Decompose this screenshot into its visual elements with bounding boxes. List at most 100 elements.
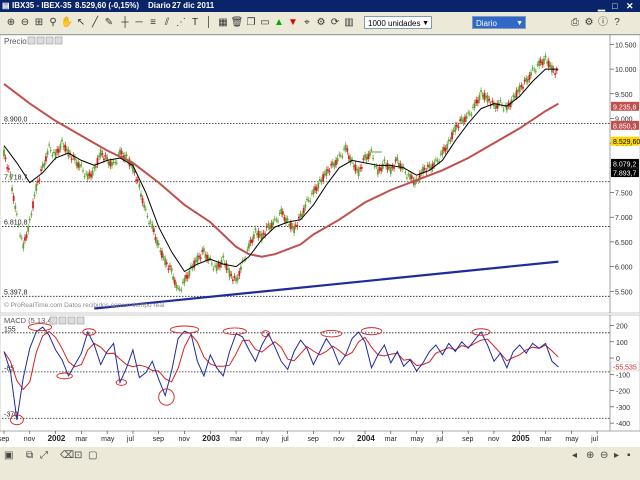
candle-body <box>88 172 91 176</box>
candle-body <box>349 157 352 163</box>
text-icon[interactable]: T <box>191 17 199 28</box>
hline-icon[interactable]: ─ <box>135 17 143 28</box>
bottom-toolbar-icon[interactable]: ▪ <box>627 450 631 461</box>
candle-body <box>175 284 178 289</box>
candle-body <box>57 149 60 153</box>
candle-body <box>509 103 511 108</box>
bottom-toolbar-icon[interactable]: ▢ <box>88 450 98 461</box>
candle-body <box>75 162 78 166</box>
maximize-icon[interactable]: □ <box>612 1 618 11</box>
macd-value-label: -55,535 <box>613 364 637 371</box>
level-label: 7.718,7 <box>4 175 27 182</box>
help-icon[interactable]: ? <box>614 17 620 28</box>
period-label: Diario <box>148 1 171 10</box>
candle-body <box>381 163 384 169</box>
candle-body <box>426 164 429 167</box>
candle-body <box>141 198 144 204</box>
candle-body <box>143 204 146 208</box>
crosshair-icon[interactable]: ┼ <box>121 17 129 28</box>
candle-body <box>406 177 408 179</box>
properties-icon[interactable]: ⚙ <box>316 17 326 28</box>
chart-icon[interactable]: ▥ <box>344 17 354 28</box>
candle-body <box>11 187 13 192</box>
x-tick-label: nov <box>488 436 500 443</box>
candle-body <box>106 156 109 161</box>
settings-icon <box>27 36 36 45</box>
vline-icon[interactable]: │ <box>205 17 213 28</box>
cursor-icon[interactable]: ⌖ <box>304 17 310 28</box>
settings-icon[interactable]: ⚙ <box>584 17 594 28</box>
bottom-toolbar-icon[interactable]: ▸ <box>614 450 620 461</box>
candle-body <box>214 265 217 267</box>
candle-body <box>12 195 15 201</box>
copy-icon[interactable]: ❐ <box>246 17 256 28</box>
bottom-toolbar-icon[interactable]: ▣ <box>4 450 14 461</box>
candle-body <box>190 265 192 268</box>
draw-line-icon[interactable]: ╱ <box>91 17 99 28</box>
candle-body <box>223 262 226 265</box>
channel-icon[interactable]: ⋰ <box>176 17 186 28</box>
bottom-toolbar-icon[interactable]: ⌫ <box>60 450 75 461</box>
hand-icon[interactable]: ✋ <box>60 17 74 28</box>
candle-body <box>360 167 363 169</box>
grid-icon[interactable]: ▦ <box>218 17 228 28</box>
info-icon[interactable]: ⓘ <box>598 17 608 28</box>
bottom-toolbar-icon[interactable]: ⊕ <box>586 450 595 461</box>
candle-body <box>344 144 347 150</box>
arrow-up-icon[interactable]: ▲ <box>274 17 284 28</box>
candle-body <box>515 90 518 98</box>
paste-icon[interactable]: ▭ <box>260 17 270 28</box>
bottom-toolbar-icon[interactable]: ⤢ <box>40 450 48 461</box>
candle-body <box>249 239 252 244</box>
candle-body <box>152 228 155 233</box>
candle-body <box>254 228 257 231</box>
candle-body <box>215 265 218 271</box>
pencil-icon[interactable]: ✎ <box>104 17 114 28</box>
minimize-icon[interactable]: ▁ <box>598 1 605 11</box>
candle-body <box>330 163 333 166</box>
bottom-toolbar-icon[interactable]: ◂ <box>572 450 578 461</box>
search-icon[interactable]: ⚲ <box>49 17 57 28</box>
chart-svg[interactable]: Precio10.50010.0009.5009.0008.5008.0007.… <box>0 34 640 447</box>
candle-body <box>380 167 383 172</box>
candle-body <box>35 184 38 192</box>
x-tick-label: sep <box>0 436 9 443</box>
candle-body <box>61 139 63 142</box>
candle-body <box>99 149 102 157</box>
zoom-in-icon[interactable]: ⊕ <box>6 17 16 28</box>
candle-body <box>396 156 399 161</box>
zoom-out-icon[interactable]: ⊖ <box>20 17 30 28</box>
candle-body <box>418 173 421 180</box>
candle-body <box>164 258 167 266</box>
candle-body <box>275 219 278 221</box>
candle-body <box>441 149 444 155</box>
chart-area[interactable]: Precio10.50010.0009.5009.0008.5008.0007.… <box>0 34 640 447</box>
pointer-icon[interactable]: ↖ <box>76 17 86 28</box>
candle-body <box>212 268 215 270</box>
candle-body <box>28 218 31 221</box>
fib-icon[interactable]: ≡ <box>150 17 156 28</box>
annotation-circle <box>28 323 53 332</box>
bottom-toolbar-icon[interactable]: ⧉ <box>26 450 34 461</box>
annotation-circle <box>320 329 343 338</box>
candle-body <box>496 103 499 109</box>
units-select[interactable]: 1000 unidades ▼ <box>364 16 432 29</box>
chevron-down-icon: ▼ <box>516 20 523 27</box>
arrow-down-icon[interactable]: ▼ <box>288 17 298 28</box>
zoom-box-icon[interactable]: ⊞ <box>34 17 44 28</box>
bottom-toolbar-icon[interactable]: ⊡ <box>74 450 83 461</box>
macd-panel-bg <box>0 314 640 432</box>
y-tick-label: 9.000 <box>615 116 633 123</box>
parallel-icon[interactable]: ⫽ <box>164 17 170 28</box>
candle-body <box>273 218 276 220</box>
candle-body <box>265 226 268 228</box>
delete-icon[interactable]: 🗑 <box>230 17 244 28</box>
level-label: 6.810,8 <box>4 220 27 227</box>
refresh-icon[interactable]: ⟳ <box>330 17 340 28</box>
print-icon[interactable]: ⎙ <box>571 17 579 28</box>
candle-body <box>148 223 150 225</box>
period-select[interactable]: Diario ▼ <box>472 16 526 29</box>
close-icon[interactable]: ✕ <box>626 1 634 11</box>
bottom-toolbar-icon[interactable]: ⊖ <box>600 450 609 461</box>
y-tick-label: 100 <box>616 340 628 347</box>
